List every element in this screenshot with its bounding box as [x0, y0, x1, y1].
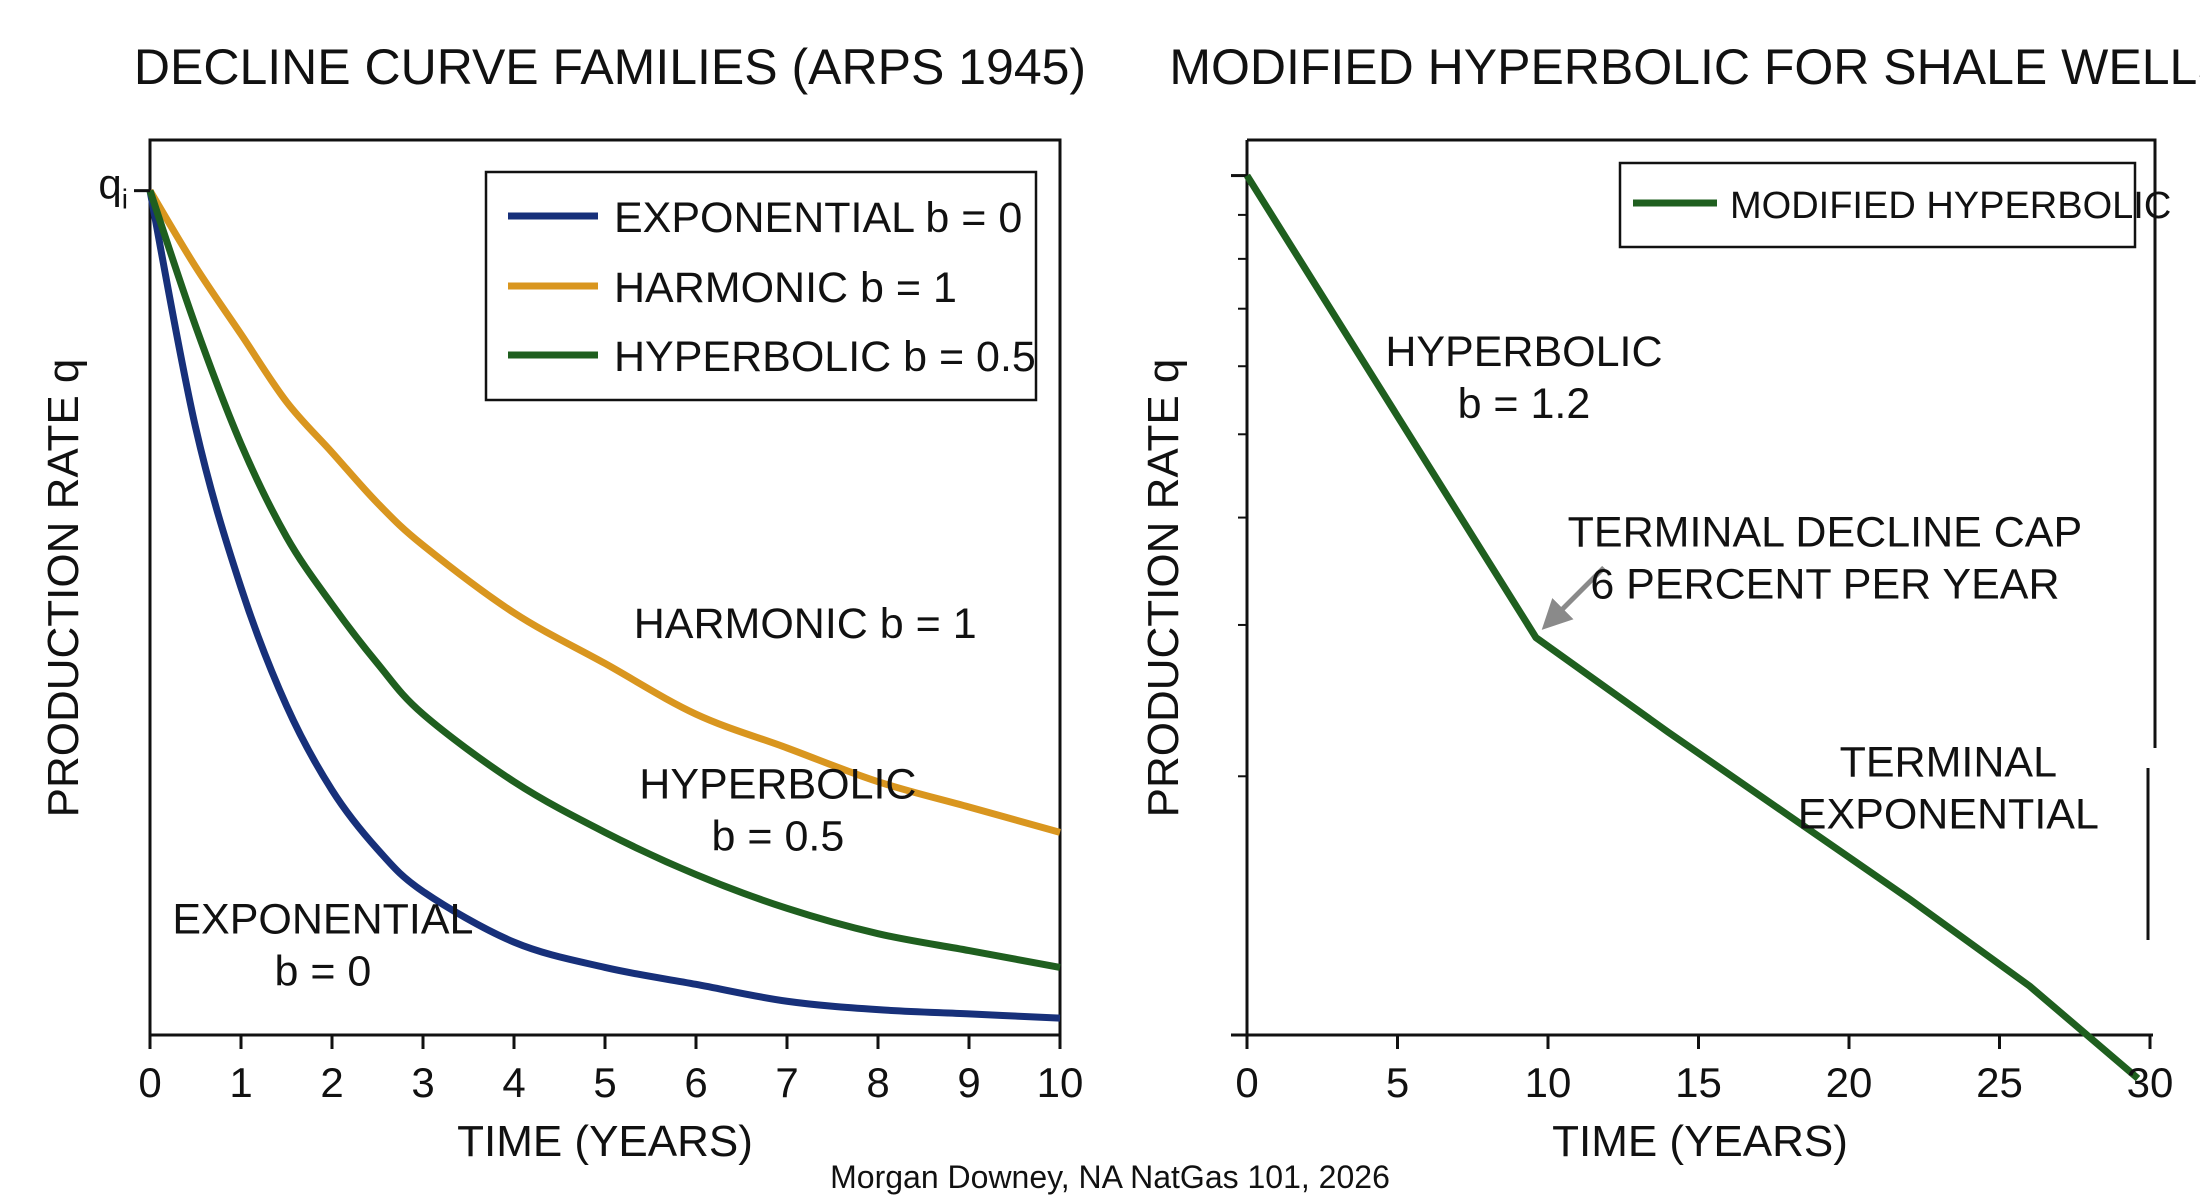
x-tick-label: 6 [684, 1059, 707, 1106]
annotation-text: TERMINAL [1840, 738, 2057, 786]
x-tick-label: 4 [502, 1059, 525, 1106]
legend-box [1618, 161, 2137, 249]
series-exponential [146, 189, 1061, 1022]
legend-label: HYPERBOLIC b = 0.5 [614, 333, 1036, 381]
annotation-text: 6 PERCENT PER YEAR [1590, 561, 2059, 609]
series-modified-hyperbolic [1244, 173, 2141, 1082]
series-hyperbolic [146, 189, 1061, 971]
annotation-text: TERMINAL DECLINE CAP [1568, 509, 2083, 557]
modified-hyperbolic-chart: MODIFIED HYPERBOLIC FOR SHALE WELLS 0 5 10… [1139, 39, 2200, 1166]
y-tick-label-qi: qi [98, 161, 128, 215]
series-layer [1244, 173, 2141, 1082]
annotation-arrow [1541, 565, 1606, 630]
x-tick-label: 25 [1976, 1059, 2023, 1106]
legend-label: MODIFIED HYPERBOLIC [1730, 185, 2171, 227]
x-tick-label: 3 [411, 1059, 434, 1106]
annotation-text: HYPERBOLIC [639, 761, 916, 809]
annotation-text: EXPONENTIAL [172, 896, 473, 944]
x-axis-label: TIME (YEARS) [457, 1117, 753, 1166]
y-axis-label: PRODUCTION RATE q [39, 359, 88, 818]
annotation-text: EXPONENTIAL [1798, 790, 2099, 838]
y-axis-label: PRODUCTION RATE q [1139, 359, 1188, 818]
annotation-text: b = 1.2 [1458, 380, 1591, 428]
legend-label: HARMONIC b = 1 [614, 264, 957, 312]
x-tick-label: 30 [2127, 1059, 2174, 1106]
credit-line: Morgan Downey, NA NatGas 101, 2026 [830, 1159, 1390, 1195]
chart-title: DECLINE CURVE FAMILIES (ARPS 1945) [134, 39, 1086, 95]
x-tick-label: 5 [593, 1059, 616, 1106]
y-axis-log-ticks [1231, 174, 1247, 1037]
arps-decline-chart: DECLINE CURVE FAMILIES (ARPS 1945) 0 1 2 3 4… [39, 39, 1086, 1166]
plot-frame-top-right [1247, 138, 2157, 748]
legend: EXPONENTIAL b = 0 HARMONIC b = 1 HYPERBO… [484, 170, 1038, 402]
x-tick-label: 7 [775, 1059, 798, 1106]
y-axis-ticks: qi [98, 161, 150, 215]
chart-title: MODIFIED HYPERBOLIC FOR SHALE WELLS [1169, 39, 2200, 95]
x-axis-label: TIME (YEARS) [1552, 1117, 1848, 1166]
x-tick-label: 8 [866, 1059, 889, 1106]
x-axis-ticks: 0 5 10 15 20 25 30 [1235, 1035, 2173, 1106]
annotation-text: b = 0.5 [712, 813, 845, 861]
series-layer [146, 188, 1061, 1022]
x-tick-label: 9 [957, 1059, 980, 1106]
annotation-text: b = 0 [274, 948, 371, 996]
x-tick-label: 1 [229, 1059, 252, 1106]
x-tick-label: 10 [1037, 1059, 1084, 1106]
annotation-text: HYPERBOLIC [1385, 328, 1662, 376]
x-tick-label: 0 [138, 1059, 161, 1106]
annotation-text: HARMONIC b = 1 [634, 600, 977, 648]
x-tick-label: 5 [1386, 1059, 1409, 1106]
legend: MODIFIED HYPERBOLIC [1618, 161, 2171, 249]
legend-label: EXPONENTIAL b = 0 [614, 194, 1022, 242]
x-tick-label: 0 [1235, 1059, 1258, 1106]
x-tick-label: 2 [320, 1059, 343, 1106]
x-tick-label: 15 [1675, 1059, 1722, 1106]
series-harmonic [146, 188, 1061, 836]
x-axis-ticks: 0 1 2 3 4 5 6 7 8 9 10 [138, 1035, 1083, 1106]
x-tick-label: 10 [1525, 1059, 1572, 1106]
x-tick-label: 20 [1826, 1059, 1873, 1106]
